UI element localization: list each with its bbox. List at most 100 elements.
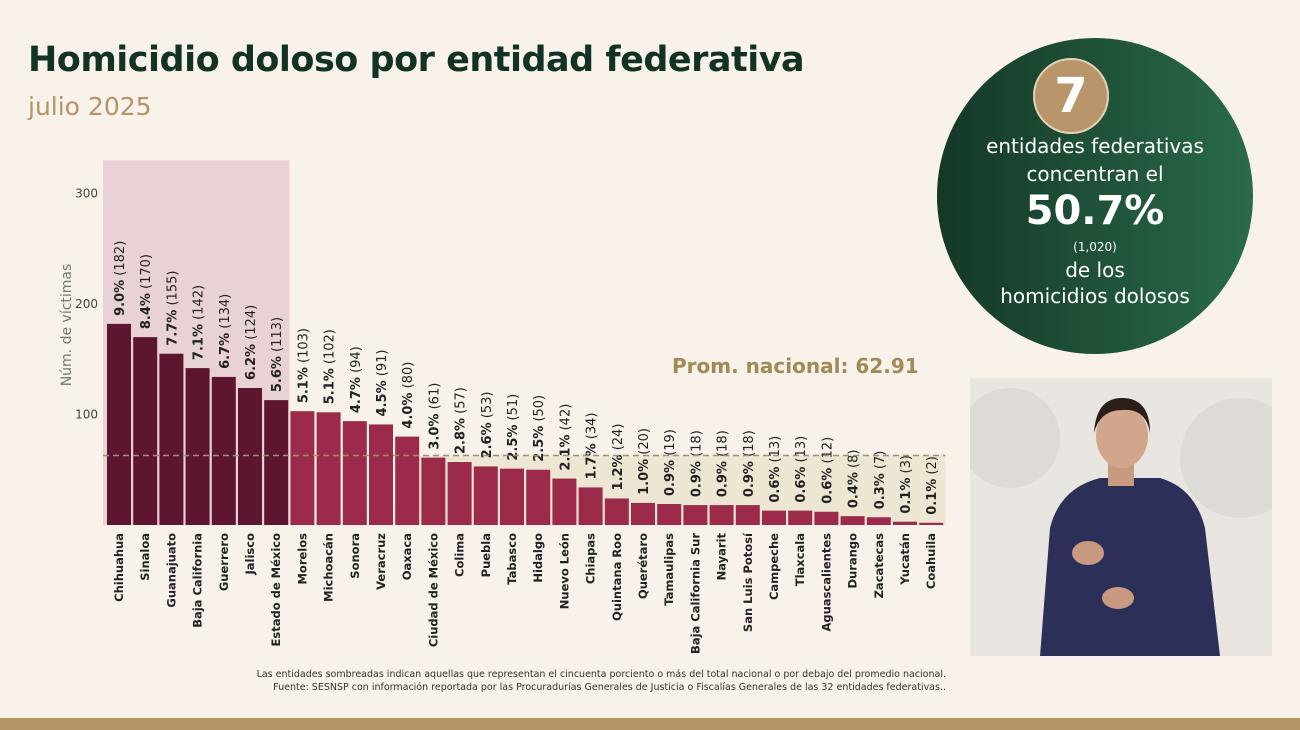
value-label: 7.1% (142): [192, 285, 207, 360]
value-label: 4.5% (91): [375, 350, 390, 417]
note-source: Fuente: SESNSP con información reportada…: [273, 682, 946, 693]
bar-san-luis-potosí: [735, 505, 760, 525]
value-label: 2.1% (42): [558, 404, 573, 471]
value-label: 1.0% (20): [637, 428, 652, 495]
bar-campeche: [762, 510, 786, 525]
bar-querétaro: [631, 502, 655, 525]
value-label: 5.6% (113): [270, 317, 285, 392]
bar-michoacán: [316, 412, 341, 525]
note-shading: Las entidades sombreadas indican aquella…: [256, 669, 946, 680]
category-label: Ciudad de México: [426, 533, 440, 647]
value-label: 4.0% (80): [401, 362, 416, 429]
value-label: 0.1% (3): [899, 455, 914, 514]
summary-line4: homicidios dolosos: [1000, 284, 1190, 308]
bar-coahuila: [919, 522, 944, 525]
value-label: 0.6% (13): [794, 436, 809, 503]
bar-chart: 100 200 300 9.0% (182) Chihuahua 8.4% (170) S…: [59, 160, 946, 654]
bar-estado-de-méxico: [264, 400, 289, 525]
category-label: Morelos: [295, 533, 309, 585]
value-label: 8.4% (170): [139, 254, 154, 329]
bar-colima: [447, 462, 472, 525]
y-tick-label: 200: [75, 297, 98, 311]
bar-baja-california-sur: [683, 505, 708, 525]
category-label: Chiapas: [584, 533, 598, 584]
value-label: 0.4% (8): [847, 450, 862, 509]
bar-guerrero: [211, 376, 236, 525]
category-label: Guanajuato: [164, 533, 178, 608]
category-label: Tamaulipas: [662, 533, 676, 606]
value-label: 0.6% (12): [820, 437, 835, 504]
bar-guanajuato: [159, 353, 184, 525]
summary-total: (1,020): [1073, 240, 1117, 254]
bar-durango: [840, 516, 865, 525]
value-label: 1.2% (24): [611, 424, 626, 491]
category-label: Nayarit: [715, 533, 729, 581]
y-axis-label: Núm. de víctimas: [59, 264, 75, 387]
value-label: 2.6% (53): [480, 392, 495, 459]
category-label: Colima: [453, 533, 467, 577]
bar-ciudad-de-méxico: [421, 457, 446, 525]
category-label: Baja California: [191, 533, 205, 628]
value-label: 0.9% (18): [716, 430, 731, 497]
bar-tlaxcala: [788, 510, 813, 525]
category-label: San Luis Potosí: [741, 532, 755, 632]
bar-hidalgo: [526, 469, 551, 525]
category-label: Durango: [846, 533, 860, 589]
category-label: Jalisco: [243, 533, 257, 576]
bar-chiapas: [578, 487, 603, 525]
category-label: Estado de México: [269, 533, 283, 647]
value-label: 4.7% (94): [349, 346, 364, 413]
category-label: Zacatecas: [872, 533, 886, 599]
category-label: Campeche: [767, 533, 781, 600]
category-label: Guerrero: [217, 533, 231, 591]
value-label: 5.1% (103): [296, 328, 311, 403]
category-label: Puebla: [479, 533, 493, 577]
summary-line3: de los: [1065, 258, 1125, 282]
bar-yucatán: [893, 521, 917, 525]
value-label: 0.9% (18): [742, 430, 757, 497]
bar-sonora: [342, 421, 367, 525]
y-tick-label: 300: [75, 187, 98, 201]
category-label: Oaxaca: [400, 533, 414, 580]
page-title: Homicidio doloso por entidad federativa: [28, 40, 805, 80]
value-label: 9.0% (182): [113, 241, 128, 316]
bottom-bar: [0, 718, 1300, 730]
bar-veracruz: [369, 424, 393, 525]
bar-tamaulipas: [657, 504, 682, 525]
category-label: Sonora: [348, 533, 362, 579]
summary-circle: 7 entidades federativas concentran el 50…: [937, 38, 1253, 354]
category-label: Tabasco: [505, 533, 519, 585]
category-label: Coahuila: [924, 533, 938, 589]
category-label: Querétaro: [636, 533, 650, 599]
category-label: Yucatán: [898, 533, 912, 586]
bar-tabasco: [500, 468, 524, 525]
value-label: 2.5% (51): [506, 394, 521, 461]
category-label: Hidalgo: [531, 533, 545, 583]
value-label: 7.7% (155): [165, 271, 180, 346]
bar-chihuahua: [107, 323, 131, 525]
bar-zacatecas: [866, 517, 891, 525]
chart-notes: Las entidades sombreadas indican aquella…: [230, 668, 946, 694]
category-label: Nuevo León: [557, 533, 571, 609]
interpreter-figure: [970, 378, 1272, 656]
average-label: Prom. nacional: 62.91: [672, 354, 919, 378]
summary-line2: concentran el: [1026, 162, 1164, 186]
category-label: Veracruz: [374, 533, 388, 590]
value-label: 1.7% (34): [585, 413, 600, 480]
page-subtitle: julio 2025: [28, 92, 152, 121]
y-tick-label: 100: [75, 408, 98, 422]
summary-percent: 50.7%: [1025, 188, 1165, 234]
sign-language-interpreter-video: [970, 378, 1272, 656]
value-label: 2.8% (57): [454, 387, 469, 454]
bar-jalisco: [238, 387, 262, 525]
bar-aguascalientes: [814, 511, 839, 525]
summary-line1: entidades federativas: [986, 134, 1204, 158]
bar-nayarit: [709, 505, 734, 525]
bar-nuevo-león: [552, 478, 577, 525]
value-label: 2.5% (50): [532, 395, 547, 462]
category-label: Tlaxcala: [793, 533, 807, 586]
category-label: Quintana Roo: [610, 533, 624, 621]
value-label: 3.0% (61): [427, 383, 442, 450]
value-label: 0.9% (19): [663, 429, 678, 496]
value-label: 6.2% (124): [244, 305, 259, 380]
